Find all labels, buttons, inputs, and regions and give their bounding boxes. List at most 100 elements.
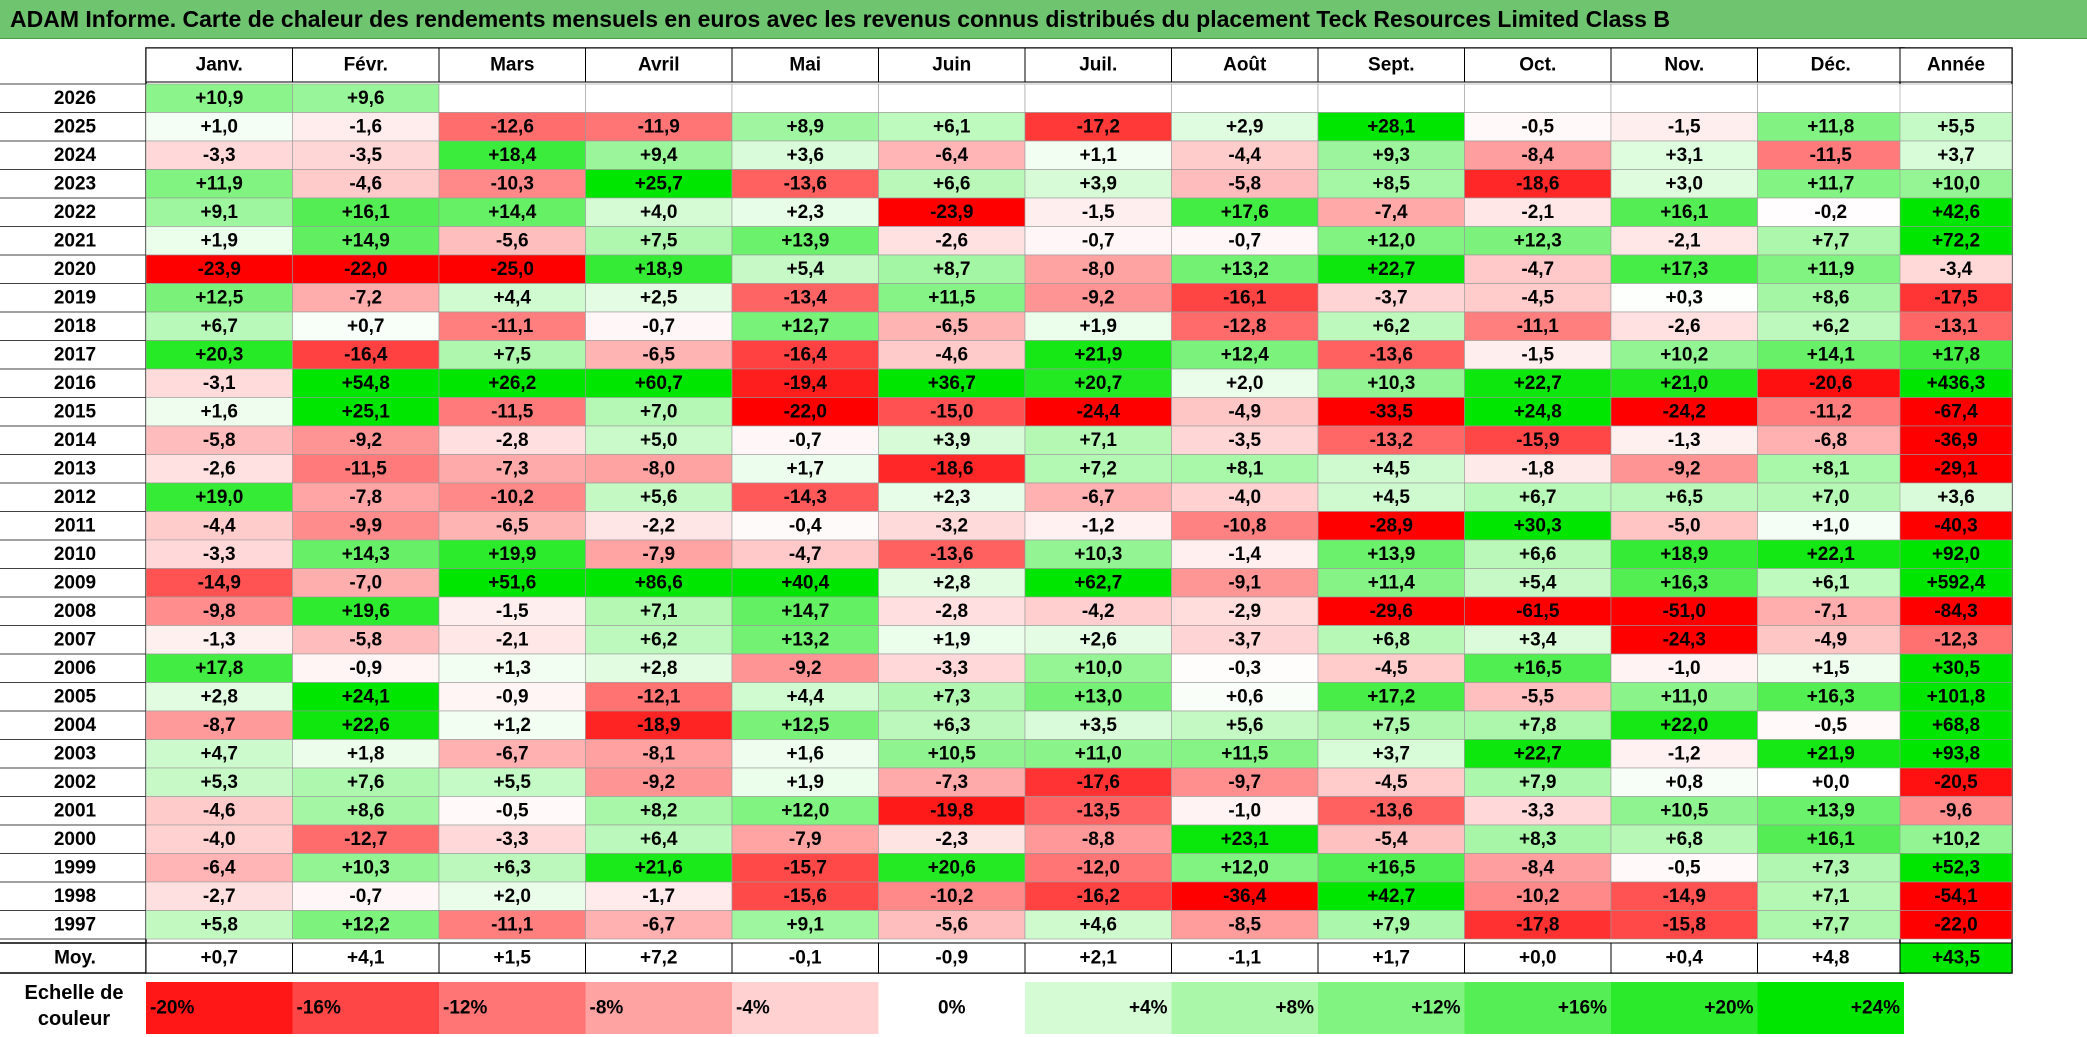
year-label: 2019 <box>54 287 96 308</box>
month-header-cell <box>1757 47 1905 83</box>
cell-value: +18,9 <box>635 259 683 280</box>
average-annual-value: +43,5 <box>1932 948 1981 969</box>
cell-value: +16,3 <box>1660 572 1708 593</box>
heat-cell <box>1757 340 1905 370</box>
cell-value: +2,5 <box>640 287 678 308</box>
cell-value: -14,3 <box>784 487 827 508</box>
cell-value: -4,0 <box>1228 487 1261 508</box>
color-scale-label-line2: couleur <box>37 1008 111 1030</box>
heat-cell <box>1024 710 1172 740</box>
cell-value: -36,4 <box>1223 886 1267 907</box>
heat-cell <box>1610 397 1758 427</box>
heat-cell <box>438 710 586 740</box>
cell-value: +3,9 <box>933 430 971 451</box>
heat-cell <box>438 197 586 227</box>
cell-value: +30,3 <box>1514 515 1562 536</box>
heat-cell <box>1171 625 1319 655</box>
heat-cell <box>1610 425 1758 455</box>
cell-value: +7,7 <box>1812 914 1850 935</box>
year-label: 2023 <box>54 173 96 194</box>
cell-value: -10,2 <box>930 886 973 907</box>
heat-cell <box>1317 910 1465 940</box>
color-scale-label-line1: Echelle de <box>24 982 124 1004</box>
heat-cell <box>438 853 586 883</box>
heat-cell <box>1317 767 1465 797</box>
cell-value: -3,3 <box>1521 800 1554 821</box>
cell-value: -5,8 <box>1228 173 1261 194</box>
heat-cell <box>1317 197 1465 227</box>
annual-value: +5,5 <box>1937 116 1975 137</box>
cell-value: +1,3 <box>493 658 531 679</box>
cell-value: -12,8 <box>1223 316 1266 337</box>
average-value: +2,1 <box>1079 948 1117 969</box>
heat-cell <box>731 169 879 199</box>
annual-value: +10,2 <box>1932 829 1980 850</box>
average-cell <box>292 942 440 974</box>
cell-value: +8,6 <box>1812 287 1850 308</box>
heat-cell <box>1024 653 1172 683</box>
heat-cell <box>1464 226 1612 256</box>
annual-value: -17,5 <box>1934 287 1978 308</box>
annual-cell <box>1899 254 2013 284</box>
heat-cell <box>1464 112 1612 142</box>
heat-cell <box>1464 596 1612 626</box>
heat-cell <box>145 539 293 569</box>
cell-value: -7,4 <box>1375 202 1408 223</box>
cell-value: +24,1 <box>342 686 391 707</box>
heat-cell <box>1464 853 1612 883</box>
cell-value: -17,6 <box>1077 772 1120 793</box>
scale-swatch <box>732 982 879 1034</box>
heat-cell <box>731 311 879 341</box>
average-cell <box>878 942 1026 974</box>
annual-value: -9,6 <box>1940 800 1973 821</box>
cell-value: -19,8 <box>930 800 973 821</box>
cell-value: +13,2 <box>1221 259 1269 280</box>
heat-cell <box>1317 83 1465 113</box>
cell-value: -0,5 <box>1814 715 1847 736</box>
heat-cell <box>585 83 733 113</box>
annual-value: +101,8 <box>1927 686 1986 707</box>
cell-value: +28,1 <box>1367 116 1416 137</box>
heat-cell <box>585 254 733 284</box>
heat-cell <box>1464 910 1612 940</box>
cell-value: +11,5 <box>928 287 975 308</box>
heat-cell <box>1464 311 1612 341</box>
heat-cell <box>878 568 1026 598</box>
heat-cell <box>878 112 1026 142</box>
scale-value: +24% <box>1851 998 1900 1019</box>
cell-value: +8,5 <box>1372 173 1410 194</box>
cell-value: +11,0 <box>1075 743 1122 764</box>
cell-value: -11,1 <box>491 316 534 337</box>
cell-value: -5,8 <box>203 430 236 451</box>
annual-cell <box>1899 454 2013 484</box>
annual-cell <box>1899 710 2013 740</box>
cell-value: +5,5 <box>493 772 531 793</box>
scale-swatch <box>1025 982 1172 1034</box>
cell-value: -12,0 <box>1077 857 1120 878</box>
heat-cell <box>1757 140 1905 170</box>
heat-cell <box>1171 653 1319 683</box>
cell-value: +14,4 <box>488 202 537 223</box>
cell-value: -3,5 <box>1228 430 1261 451</box>
heat-cell <box>731 197 879 227</box>
cell-value: +11,0 <box>1661 686 1708 707</box>
year-label: 2009 <box>54 572 96 593</box>
heat-cell <box>1464 653 1612 683</box>
heat-cell <box>1171 425 1319 455</box>
heat-cell <box>1464 682 1612 712</box>
heat-cell <box>145 767 293 797</box>
heat-cell <box>1610 853 1758 883</box>
cell-value: +16,1 <box>342 202 391 223</box>
cell-value: +12,0 <box>781 800 829 821</box>
heat-cell <box>1024 368 1172 398</box>
heat-cell <box>585 767 733 797</box>
annual-value: +436,3 <box>1927 373 1986 394</box>
heat-cell <box>438 169 586 199</box>
cell-value: -5,6 <box>935 914 968 935</box>
cell-value: -14,9 <box>198 572 241 593</box>
heat-cell <box>1610 112 1758 142</box>
heat-cell <box>1464 169 1612 199</box>
cell-value: +5,8 <box>200 914 238 935</box>
annual-cell <box>1899 511 2013 541</box>
annual-value: +17,8 <box>1932 344 1980 365</box>
